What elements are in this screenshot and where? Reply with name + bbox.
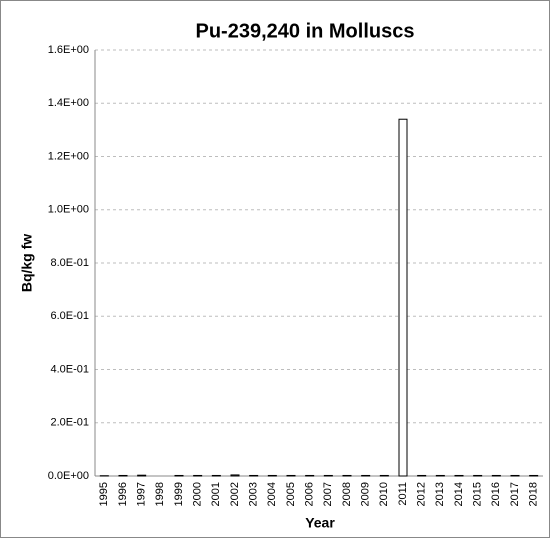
- x-tick-label: 1999: [173, 482, 185, 506]
- bar: [193, 474, 203, 477]
- x-tick-label: 2002: [229, 482, 241, 506]
- bar: [510, 474, 520, 477]
- y-tick-label: 1.0E+00: [48, 204, 89, 216]
- bar: [454, 474, 464, 477]
- bar: [491, 474, 501, 477]
- x-tick-label: 2010: [378, 482, 390, 506]
- x-tick-label: 2003: [248, 482, 260, 506]
- bar: [267, 474, 277, 477]
- bar: [137, 474, 147, 477]
- bar: [305, 474, 315, 477]
- x-tick-label: 2000: [192, 482, 204, 506]
- bar: [323, 474, 333, 477]
- bar: [435, 474, 445, 477]
- bar: [417, 474, 427, 477]
- x-tick-label: 2015: [472, 482, 484, 506]
- bar: [529, 474, 539, 477]
- bar: [398, 118, 408, 477]
- bar: [230, 474, 240, 477]
- x-tick-label: 2008: [341, 482, 353, 506]
- x-tick-label: 2018: [528, 482, 540, 506]
- y-tick-label: 8.0E-01: [50, 257, 89, 269]
- x-tick-label: 1995: [98, 482, 110, 506]
- x-tick-label: 2004: [266, 482, 278, 506]
- x-tick-label: 2011: [397, 482, 409, 506]
- bar: [342, 474, 352, 477]
- x-tick-label: 2012: [416, 482, 428, 506]
- x-tick-label: 2013: [434, 482, 446, 506]
- x-axis-label: Year: [305, 515, 335, 531]
- bar: [211, 474, 221, 477]
- x-tick-label: 2001: [210, 482, 222, 506]
- bar: [361, 474, 371, 477]
- y-tick-label: 0.0E+00: [48, 470, 89, 482]
- x-tick-label: 2016: [490, 482, 502, 506]
- y-tick-label: 6.0E-01: [50, 310, 89, 322]
- x-tick-label: 2005: [285, 482, 297, 506]
- x-tick-label: 1998: [154, 482, 166, 506]
- y-tick-label: 1.4E+00: [48, 97, 89, 109]
- x-tick-label: 2014: [453, 482, 465, 506]
- bar: [249, 474, 259, 477]
- y-tick-label: 4.0E-01: [50, 363, 89, 375]
- y-tick-label: 1.6E+00: [48, 44, 89, 56]
- x-tick-label: 1996: [117, 482, 129, 506]
- y-tick-label: 1.2E+00: [48, 150, 89, 162]
- chart-title: Pu-239,240 in Molluscs: [196, 20, 415, 42]
- x-tick-label: 2007: [322, 482, 334, 506]
- y-axis-label: Bq/kg fw: [19, 234, 35, 292]
- bar: [473, 474, 483, 477]
- bar: [286, 474, 296, 477]
- x-tick-label: 2017: [509, 482, 521, 506]
- bar: [379, 474, 389, 477]
- x-tick-label: 2006: [304, 482, 316, 506]
- y-tick-label: 2.0E-01: [50, 417, 89, 429]
- x-tick-label: 1997: [136, 482, 148, 506]
- bar: [118, 474, 128, 477]
- x-tick-label: 2009: [360, 482, 372, 506]
- bar: [174, 474, 184, 477]
